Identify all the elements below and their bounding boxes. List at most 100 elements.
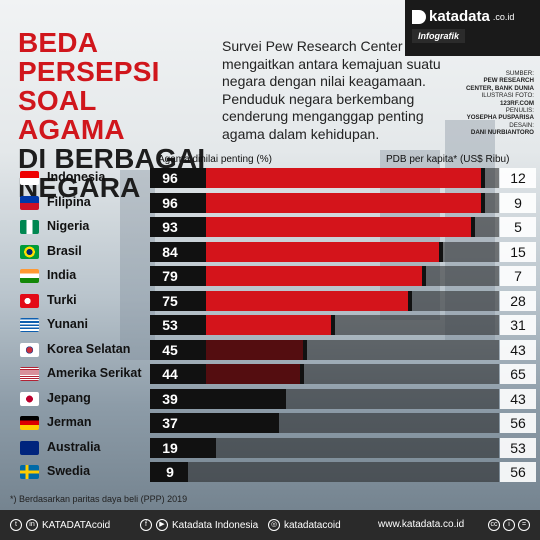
bar-track <box>150 339 499 360</box>
writer-label: PENULIS: <box>505 107 534 115</box>
bar-fill <box>205 168 482 188</box>
chart-row: Jerman 37 56 <box>0 411 540 436</box>
katadata-logo-icon <box>412 9 426 24</box>
greece-flag-icon <box>20 318 39 332</box>
photo-label: ILUSTRASI FOTO: <box>481 92 535 100</box>
linkedin-icon: in <box>26 519 38 531</box>
data-label: 9 <box>152 462 188 482</box>
chart-row: Indonesia 96 12 <box>0 166 540 191</box>
gdp-header: PDB per kapita* (US$ Ribu) <box>386 154 509 165</box>
footer-social-1-label: KATADATAcoid <box>42 519 111 531</box>
gdp-value: 43 <box>500 388 536 409</box>
chart-row: Korea Selatan 45 43 <box>0 338 540 363</box>
gdp-label: PDB per kapita* <box>386 154 458 165</box>
chart-row: Filipina 96 9 <box>0 191 540 216</box>
gdp-value: 56 <box>500 462 536 482</box>
philippines-flag-icon <box>20 195 39 210</box>
bar-fill <box>205 192 482 213</box>
bar-track <box>150 462 499 482</box>
indonesia-flag-icon <box>20 171 39 185</box>
credits: SUMBER: PEW RESEARCH CENTER, BANK DUNIA … <box>458 70 534 137</box>
data-label: 75 <box>152 290 188 311</box>
twitter-icon: t <box>10 519 22 531</box>
category-label: Jerman <box>47 415 92 429</box>
bar-track <box>150 437 499 458</box>
title-line-1: BEDA PERSEPSI <box>18 27 160 87</box>
bar-chart: Indonesia 96 12 Filipina 96 9 Nigeria 93 5 Brasil… <box>0 166 540 484</box>
gdp-value: 7 <box>500 266 536 286</box>
bar-track <box>150 315 499 335</box>
equal-icon: = <box>518 519 530 531</box>
bar-track <box>150 168 499 188</box>
gdp-value: 56 <box>500 413 536 433</box>
category-label: Filipina <box>47 194 91 209</box>
germany-flag-icon <box>20 416 39 430</box>
bar-track <box>150 290 499 311</box>
category-label: Jepang <box>47 390 91 405</box>
bar-fill <box>205 241 440 262</box>
attribution-icon: i <box>503 519 515 531</box>
writer-value: YOSEPHA PUSPARISA <box>466 114 534 122</box>
data-label: 44 <box>152 364 188 384</box>
category-label: Brasil <box>47 243 82 258</box>
instagram-icon: ◎ <box>268 519 280 531</box>
design-value: DANI NURBIANTORO <box>470 129 534 137</box>
bar-track <box>150 413 499 433</box>
data-label: 53 <box>152 315 188 335</box>
chart-row: Jepang 39 43 <box>0 387 540 412</box>
brand-logo: katadata .co.id Infografik <box>412 8 532 60</box>
bar-track <box>150 192 499 213</box>
gdp-value: 9 <box>500 192 536 213</box>
chart-row: India 79 7 <box>0 264 540 289</box>
usa-flag-icon <box>20 367 39 381</box>
category-label: India <box>47 268 77 282</box>
category-label: Korea Selatan <box>47 341 131 356</box>
gdp-value: 43 <box>500 339 536 360</box>
category-label: Nigeria <box>47 219 90 233</box>
license-icons: cc i = <box>488 519 530 531</box>
gdp-value: 15 <box>500 241 536 262</box>
gdp-value: 31 <box>500 315 536 335</box>
background-building <box>120 170 155 360</box>
chart-row: Turki 75 28 <box>0 289 540 314</box>
footer-social-2[interactable]: f ▶ Katadata Indonesia <box>140 519 258 531</box>
bar-fill <box>205 364 300 384</box>
page-title: BEDA PERSEPSI SOAL AGAMA DI BERBAGAI NEG… <box>18 28 208 202</box>
facebook-icon: f <box>140 519 152 531</box>
category-label: Australia <box>47 439 101 454</box>
footer-social-3[interactable]: ◎ katadatacoid <box>268 519 341 531</box>
footer: t in KATADATAcoid f ▶ Katadata Indonesia… <box>0 510 540 540</box>
bar-track <box>150 388 499 409</box>
chart-row: Swedia 9 56 <box>0 460 540 485</box>
category-label: Yunani <box>47 317 88 331</box>
design-label: DESAIN: <box>509 121 534 129</box>
x-axis-label: Agama dinilai penting (%) <box>158 154 272 165</box>
bar-fill <box>205 266 422 286</box>
data-label: 37 <box>152 413 188 433</box>
category-label: Amerika Serikat <box>47 366 142 380</box>
brand-name: katadata <box>429 8 490 25</box>
australia-flag-icon <box>20 440 39 455</box>
footnote: *) Berdasarkan paritas daya beli (PPP) 2… <box>10 494 188 504</box>
bar-track <box>150 364 499 384</box>
bar-track <box>150 217 499 237</box>
footer-social-1[interactable]: t in KATADATAcoid <box>10 519 110 531</box>
footer-website[interactable]: www.katadata.co.id <box>378 519 464 530</box>
source-value: PEW RESEARCH CENTER, BANK DUNIA <box>465 77 534 92</box>
brand-tag: Infografik <box>412 29 466 43</box>
sweden-flag-icon <box>20 465 39 479</box>
japan-flag-icon <box>20 391 39 406</box>
photo-value: 123RF.COM <box>499 99 534 107</box>
chart-row: Amerika Serikat 44 65 <box>0 362 540 387</box>
india-flag-icon <box>20 269 39 283</box>
bar-track <box>150 241 499 262</box>
gdp-value: 65 <box>500 364 536 384</box>
gdp-value: 12 <box>500 168 536 188</box>
nigeria-flag-icon <box>20 220 39 234</box>
source-label: SUMBER: <box>505 70 534 77</box>
data-label: 39 <box>152 388 188 409</box>
logo-panel <box>405 0 540 56</box>
intro-text: Survei Pew Research Center mengaitkan an… <box>222 38 441 142</box>
data-label: 84 <box>152 241 188 262</box>
bar-track <box>150 266 499 286</box>
